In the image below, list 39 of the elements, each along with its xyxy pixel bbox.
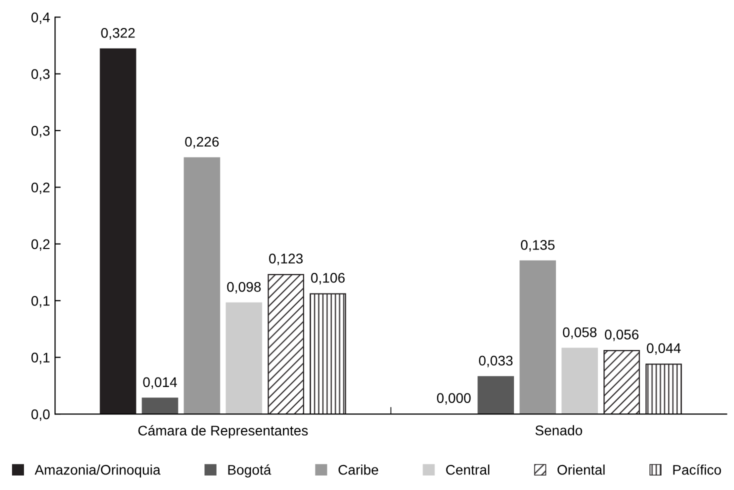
y-tick-label: 0,0: [31, 409, 50, 421]
y-tick-label: 0,1: [31, 352, 50, 364]
data-label: 0,044: [646, 343, 681, 355]
data-label: 0,000: [436, 393, 471, 405]
y-tick-label: 0,3: [31, 69, 50, 81]
legend-label: Bogotá: [228, 464, 272, 478]
legend-label: Central: [446, 464, 490, 475]
data-label: 0,135: [520, 240, 555, 252]
legend-label: Amazonia/Orinoquia: [34, 464, 161, 478]
y-tick-label: 0,2: [31, 182, 50, 194]
bar: [184, 157, 220, 414]
bar: [520, 260, 556, 414]
y-tick-label: 0,2: [31, 239, 50, 251]
bar: [268, 274, 304, 414]
legend-label: Caribe: [338, 464, 378, 475]
bar: [142, 398, 178, 414]
y-tick-label: 0,3: [31, 126, 50, 138]
bar: [226, 302, 262, 414]
bar: [562, 348, 598, 414]
data-label: 0,106: [311, 272, 345, 284]
bar: [604, 350, 640, 414]
data-label: 0,033: [478, 356, 513, 368]
x-tick-label: Senado: [535, 425, 582, 436]
bar: [310, 293, 346, 414]
data-label: 0,123: [269, 254, 303, 266]
data-label: 0,098: [227, 282, 261, 294]
y-tick-label: 0,4: [31, 12, 50, 24]
bar: [646, 364, 682, 414]
x-tick-label: Cámara de Representantes: [138, 425, 308, 438]
y-tick-label: 0,1: [31, 296, 50, 308]
legend-label: Oriental: [558, 464, 605, 475]
data-label: 0,056: [604, 330, 638, 342]
legend-label: Pacífico: [673, 464, 721, 475]
data-label: 0,014: [143, 377, 177, 389]
bar: [478, 376, 514, 414]
bar: [100, 48, 136, 414]
data-label: 0,058: [562, 327, 597, 339]
data-label: 0,322: [101, 28, 135, 40]
data-label: 0,226: [185, 136, 219, 148]
